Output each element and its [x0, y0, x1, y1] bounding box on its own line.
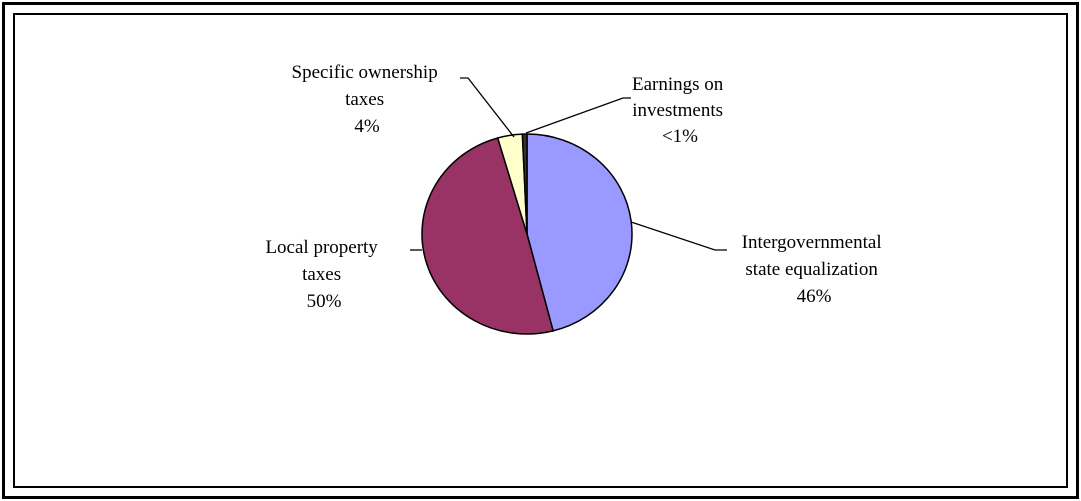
slice-earnings [521, 133, 528, 235]
slice-label-earnings: Earnings on investments <1% [632, 74, 728, 147]
leader-lines [410, 77, 727, 251]
slice-local-property [421, 137, 555, 335]
pie-slices [421, 133, 633, 335]
chart-inner-border [13, 13, 1068, 488]
slice-label-specific-ownership: Specific ownership taxes 4% [292, 62, 443, 137]
slice-label-intergovernmental: Intergovernmental state equalization 46% [742, 232, 887, 307]
leader-specific-ownership [460, 77, 515, 138]
slice-intergovernmental [526, 133, 633, 332]
leader-intergovernmental [630, 221, 727, 251]
leader-earnings [525, 97, 631, 134]
slice-label-local-property: Local property taxes 50% [265, 237, 382, 312]
